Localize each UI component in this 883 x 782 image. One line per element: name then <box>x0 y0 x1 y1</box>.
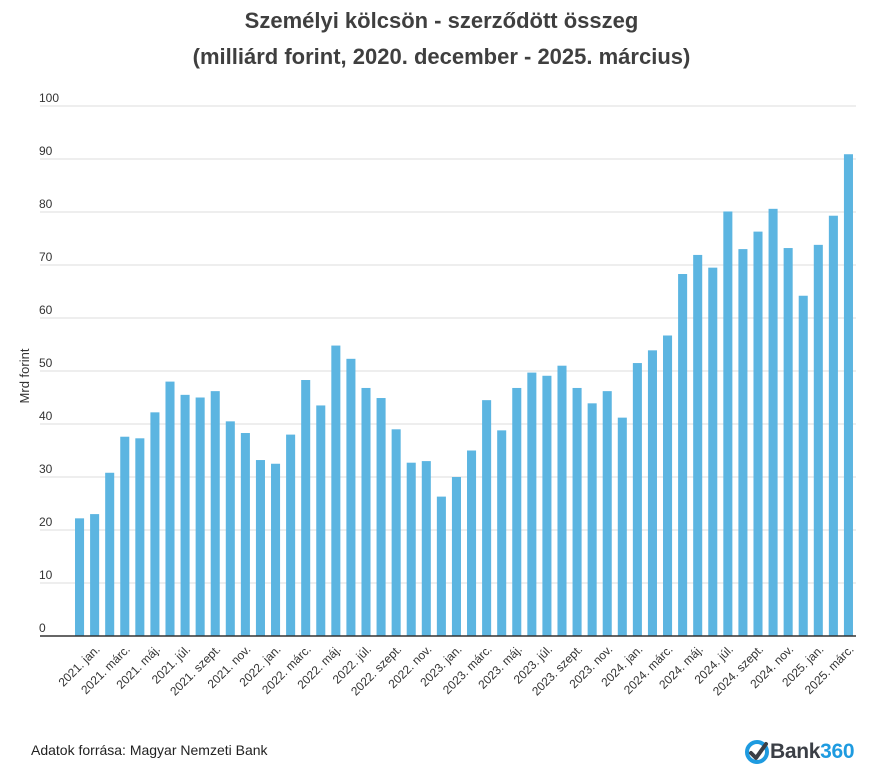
bar <box>210 391 220 636</box>
x-axis-ticks: 2021. jan.2021. márc.2021. máj.2021. júl… <box>56 642 857 698</box>
bar <box>301 380 311 636</box>
bank360-swoosh-icon <box>745 740 769 764</box>
data-source-note: Adatok forrása: Magyar Nemzeti Bank <box>31 742 268 758</box>
bar <box>346 358 356 636</box>
bar <box>828 215 838 636</box>
logo-text: Bank <box>770 740 821 763</box>
bar <box>361 387 371 636</box>
bar <box>542 375 552 636</box>
y-tick-label: 70 <box>39 250 53 264</box>
bar <box>150 412 160 636</box>
bar <box>768 208 778 636</box>
y-tick-label: 90 <box>39 144 53 158</box>
bar <box>391 429 401 636</box>
bank360-logo: Bank 360 <box>744 738 855 766</box>
y-tick-label: 80 <box>39 197 53 211</box>
y-tick-label: 0 <box>39 621 46 635</box>
bar <box>843 154 853 637</box>
bar <box>708 267 718 636</box>
y-tick-label: 30 <box>39 462 53 476</box>
gridlines <box>40 105 856 584</box>
bar <box>602 391 612 636</box>
bar <box>255 460 265 636</box>
bar <box>421 461 431 636</box>
bar-chart: 0 10 20 30 40 50 60 70 80 90 100 2021. jan.2021. m… <box>17 91 857 698</box>
bar <box>316 405 326 636</box>
bar <box>135 438 145 636</box>
bar <box>180 394 190 636</box>
bar <box>331 345 341 636</box>
bar <box>693 254 703 636</box>
bar <box>376 398 386 636</box>
bar <box>406 462 416 636</box>
chart-subtitle: (milliárd forint, 2020. december - 2025.… <box>192 44 691 69</box>
bar <box>90 514 100 636</box>
bar <box>105 472 115 636</box>
bar <box>663 335 673 636</box>
bar <box>512 387 522 636</box>
bar <box>783 248 793 637</box>
y-tick-label: 60 <box>39 303 53 317</box>
bar <box>482 400 492 636</box>
y-tick-label: 10 <box>39 568 53 582</box>
bar <box>436 496 446 636</box>
y-tick-label: 50 <box>39 356 53 370</box>
bar <box>557 365 567 636</box>
y-tick-label: 20 <box>39 515 53 529</box>
bar <box>497 430 507 636</box>
bar <box>225 421 235 636</box>
bar <box>195 397 205 636</box>
y-axis-label: Mrd forint <box>17 348 32 403</box>
chart-title: Személyi kölcsön - szerződött összeg <box>244 8 639 33</box>
bar <box>738 249 748 636</box>
bar <box>678 274 688 636</box>
bar <box>632 363 642 636</box>
bar <box>647 350 657 636</box>
bar <box>723 211 733 636</box>
y-tick-label: 100 <box>39 91 59 105</box>
bar <box>286 434 296 636</box>
bar <box>165 381 175 636</box>
bar <box>75 518 85 636</box>
y-axis-ticks: 0 10 20 30 40 50 60 70 80 90 100 <box>39 91 59 635</box>
bar <box>813 244 823 637</box>
bars <box>75 154 853 637</box>
bar <box>527 372 537 636</box>
bar <box>587 403 597 636</box>
logo-number: 360 <box>820 740 855 763</box>
bar <box>271 463 281 636</box>
bar <box>467 450 477 636</box>
bar <box>798 295 808 636</box>
bar <box>120 436 130 636</box>
bar <box>572 387 582 636</box>
bar <box>240 433 250 636</box>
bar <box>753 231 763 637</box>
bar <box>451 477 461 636</box>
bar <box>617 417 627 636</box>
y-tick-label: 40 <box>39 409 53 423</box>
